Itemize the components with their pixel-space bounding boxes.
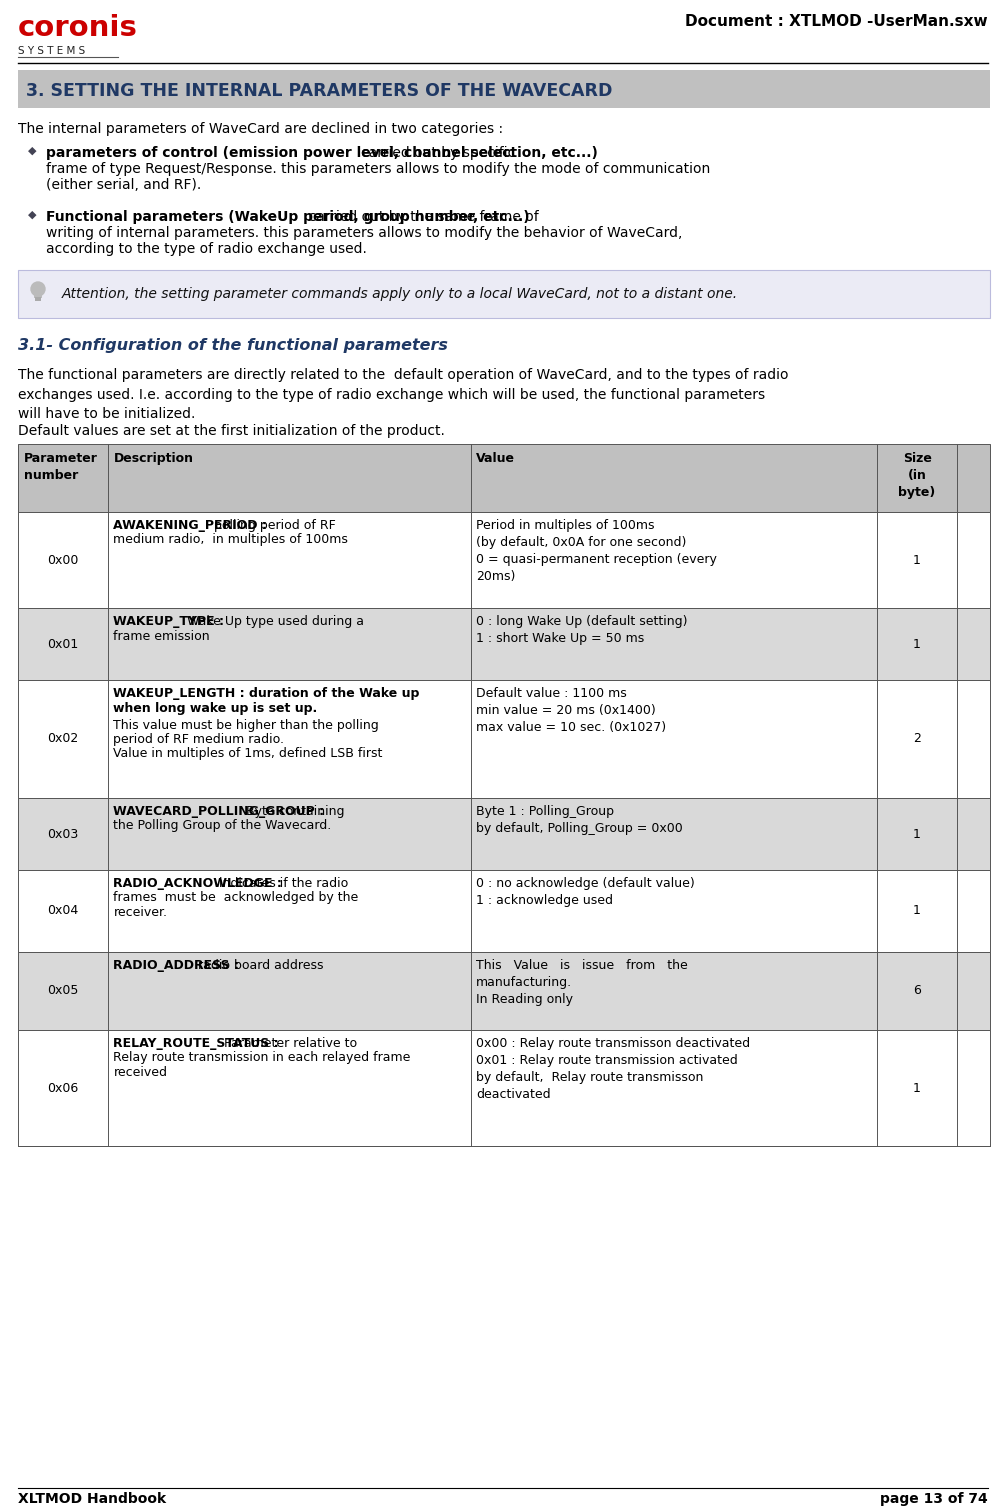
Text: 0x00 : Relay route transmisson deactivated
0x01 : Relay route transmission activ: 0x00 : Relay route transmisson deactivat…	[475, 1037, 749, 1101]
Text: 0x03: 0x03	[47, 827, 79, 841]
Bar	[18, 69, 989, 109]
Circle shape	[31, 282, 45, 296]
Text: WAKEUP_LENGTH : duration of the Wake up: WAKEUP_LENGTH : duration of the Wake up	[113, 687, 419, 701]
Text: 0x00: 0x00	[47, 554, 79, 566]
Text: 1: 1	[913, 554, 920, 566]
Text: RADIO_ADDRESS :: RADIO_ADDRESS :	[113, 959, 239, 972]
Text: 1: 1	[913, 904, 920, 918]
Bar	[18, 1030, 989, 1146]
Text: Period in multiples of 100ms
(by default, 0x0A for one second)
0 = quasi-permane: Period in multiples of 100ms (by default…	[475, 519, 716, 583]
Bar	[35, 297, 41, 300]
Text: Parameter
number: Parameter number	[24, 451, 97, 482]
Text: Description: Description	[113, 451, 194, 465]
Text: The internal parameters of WaveCard are declined in two categories :: The internal parameters of WaveCard are …	[18, 122, 503, 136]
Text: frame emission: frame emission	[113, 630, 210, 642]
Text: when long wake up is set up.: when long wake up is set up.	[113, 702, 317, 716]
Text: AWAKENING_PERIOD :: AWAKENING_PERIOD :	[113, 519, 267, 532]
Text: radio board address: radio board address	[194, 959, 323, 972]
Text: WAKEUP_TYPE :: WAKEUP_TYPE :	[113, 615, 225, 628]
Text: 0x01: 0x01	[47, 637, 79, 651]
Text: This value must be higher than the polling: This value must be higher than the polli…	[113, 719, 379, 732]
Bar	[18, 270, 989, 319]
Text: Default values are set at the first initialization of the product.: Default values are set at the first init…	[18, 424, 444, 438]
Text: The functional parameters are directly related to the  default operation of Wave: The functional parameters are directly r…	[18, 368, 787, 421]
Text: medium radio,  in multiples of 100ms: medium radio, in multiples of 100ms	[113, 533, 348, 547]
Text: Parameter relative to: Parameter relative to	[221, 1037, 357, 1049]
Text: 0x04: 0x04	[47, 904, 79, 918]
Text: coronis: coronis	[18, 14, 137, 42]
Bar	[18, 609, 989, 680]
Text: Functional parameters (WakeUp period, group number, etc...): Functional parameters (WakeUp period, gr…	[46, 210, 530, 223]
Text: 3.1- Configuration of the functional parameters: 3.1- Configuration of the functional par…	[18, 338, 447, 353]
Text: receiver.: receiver.	[113, 906, 168, 920]
Text: according to the type of radio exchange used.: according to the type of radio exchange …	[46, 242, 366, 257]
Text: Size
(in
byte): Size (in byte)	[898, 451, 935, 498]
Text: writing of internal parameters. this parameters allows to modify the behavior of: writing of internal parameters. this par…	[46, 226, 682, 240]
Bar	[18, 512, 989, 609]
Text: (either serial, and RF).: (either serial, and RF).	[46, 178, 201, 192]
Text: 0x05: 0x05	[47, 985, 79, 998]
Text: ◆: ◆	[28, 210, 36, 220]
Text: 0 : long Wake Up (default setting)
1 : short Wake Up = 50 ms: 0 : long Wake Up (default setting) 1 : s…	[475, 615, 687, 645]
Text: the Polling Group of the Wavecard.: the Polling Group of the Wavecard.	[113, 820, 331, 832]
Text: carried out by specific: carried out by specific	[46, 146, 515, 160]
Text: 1: 1	[913, 827, 920, 841]
Bar	[18, 680, 989, 797]
Text: 6: 6	[913, 985, 920, 998]
Text: 0x06: 0x06	[47, 1081, 79, 1095]
Bar	[18, 797, 989, 870]
Text: XLTMOD Handbook: XLTMOD Handbook	[18, 1492, 165, 1505]
Text: Wake Up type used during a: Wake Up type used during a	[183, 615, 363, 628]
Text: RADIO_ACKNOWLEDGE :: RADIO_ACKNOWLEDGE :	[113, 877, 282, 889]
Text: RELAY_ROUTE_STATUS :: RELAY_ROUTE_STATUS :	[113, 1037, 279, 1049]
Text: Byte 1 : Polling_Group
by default, Polling_Group = 0x00: Byte 1 : Polling_Group by default, Polli…	[475, 805, 682, 835]
Text: indicates if the radio: indicates if the radio	[215, 877, 348, 889]
Text: period of RF medium radio.: period of RF medium radio.	[113, 732, 284, 746]
Text: Value: Value	[475, 451, 515, 465]
Text: received: received	[113, 1066, 168, 1080]
Text: 1: 1	[913, 637, 920, 651]
Text: parameters of control (emission power level, channel selection, etc...): parameters of control (emission power le…	[46, 146, 597, 160]
Text: This   Value   is   issue   from   the
manufacturing.
In Reading only: This Value is issue from the manufacturi…	[475, 959, 687, 1006]
Bar	[18, 870, 989, 951]
Bar	[34, 291, 42, 297]
Text: carried out by the same frame of: carried out by the same frame of	[46, 210, 539, 223]
Text: 3. SETTING THE INTERNAL PARAMETERS OF THE WAVECARD: 3. SETTING THE INTERNAL PARAMETERS OF TH…	[26, 82, 612, 100]
Text: 0x02: 0x02	[47, 732, 79, 746]
Text: 0 : no acknowledge (default value)
1 : acknowledge used: 0 : no acknowledge (default value) 1 : a…	[475, 877, 694, 908]
Text: Relay route transmission in each relayed frame: Relay route transmission in each relayed…	[113, 1051, 410, 1065]
Text: Default value : 1100 ms
min value = 20 ms (0x1400)
max value = 10 sec. (0x1027): Default value : 1100 ms min value = 20 m…	[475, 687, 665, 734]
Text: Document : XTLMOD -UserMan.sxw: Document : XTLMOD -UserMan.sxw	[685, 14, 987, 29]
Text: frames  must be  acknowledged by the: frames must be acknowledged by the	[113, 891, 358, 904]
Text: S Y S T E M S: S Y S T E M S	[18, 45, 85, 56]
Bar	[18, 444, 989, 512]
Text: 1: 1	[913, 1081, 920, 1095]
Text: Attention, the setting parameter commands apply only to a local WaveCard, not to: Attention, the setting parameter command…	[62, 287, 737, 300]
Text: 2: 2	[913, 732, 920, 746]
Text: Value in multiples of 1ms, defined LSB first: Value in multiples of 1ms, defined LSB f…	[113, 747, 382, 760]
Text: Byte containing: Byte containing	[242, 805, 344, 818]
Text: page 13 of 74: page 13 of 74	[880, 1492, 987, 1505]
Bar	[18, 951, 989, 1030]
Text: WAVECARD_POLLING_GROUP :: WAVECARD_POLLING_GROUP :	[113, 805, 324, 818]
Text: polling period of RF: polling period of RF	[210, 519, 335, 532]
Text: ◆: ◆	[28, 146, 36, 156]
Text: frame of type Request/Response. this parameters allows to modify the mode of com: frame of type Request/Response. this par…	[46, 162, 709, 177]
